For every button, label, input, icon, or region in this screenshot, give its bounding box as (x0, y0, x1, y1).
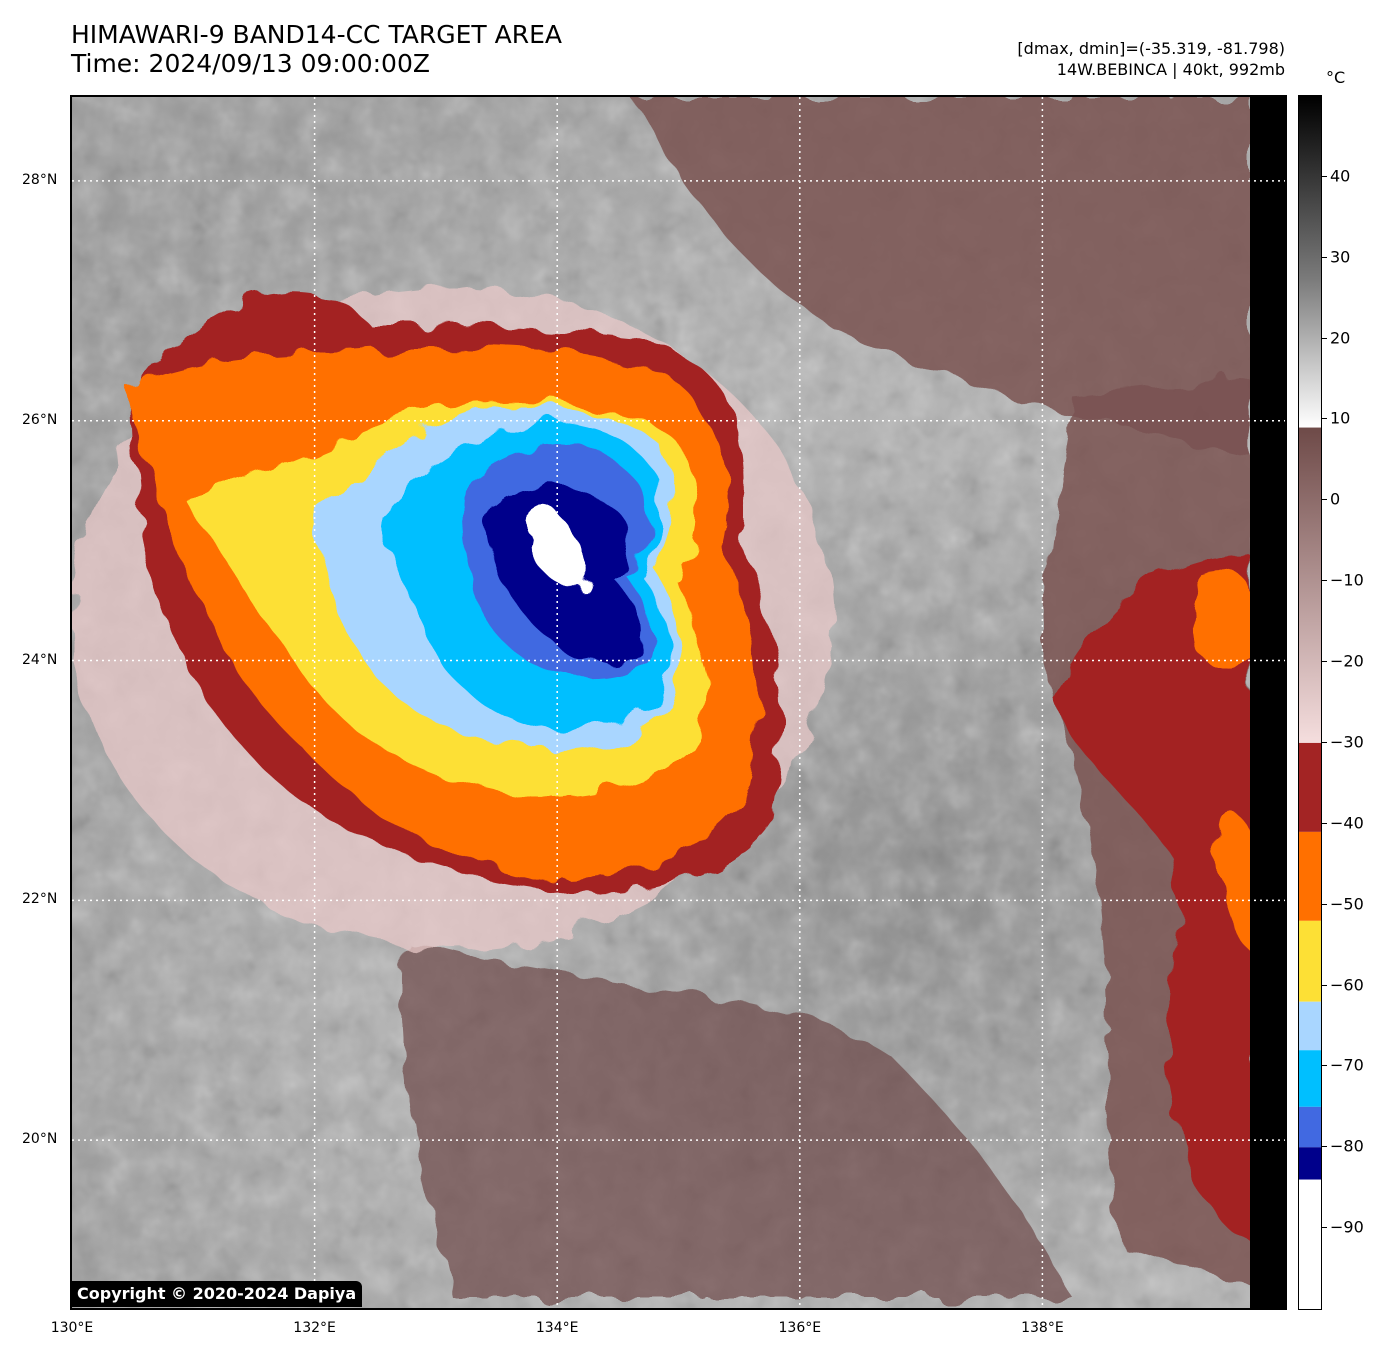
colorbar-tick-label: 0 (1330, 489, 1341, 509)
colorbar-band (1299, 1179, 1321, 1309)
colorbar-band (1299, 1001, 1321, 1051)
colorbar-tickmark (1322, 337, 1327, 339)
figure-title: HIMAWARI-9 BAND14-CC TARGET AREA Time: 2… (71, 20, 562, 78)
lat-label: 22°N (22, 891, 58, 908)
colorbar-tickmark (1322, 661, 1327, 663)
colorbar-band (1299, 427, 1321, 743)
colorbar-tick-label: −50 (1330, 894, 1364, 914)
lon-label: 136°E (778, 1320, 822, 1336)
lon-label: 130°E (50, 1320, 94, 1336)
colorbar-tick-label: 10 (1330, 408, 1351, 428)
colorbar-tick-label: −70 (1330, 1055, 1364, 1075)
colorbar-tick-label: −40 (1330, 813, 1364, 833)
storm-info: [dmax, dmin]=(-35.319, -81.798) 14W.BEBI… (1017, 38, 1285, 80)
info-dmax-dmin: [dmax, dmin]=(-35.319, -81.798) (1017, 39, 1285, 58)
colorbar-tickmark (1322, 822, 1327, 824)
lon-label: 132°E (293, 1320, 336, 1336)
colorbar-tickmark (1322, 256, 1327, 258)
colorbar-unit: °C (1326, 68, 1346, 87)
satellite-image (72, 97, 1285, 1308)
gridlines (72, 97, 1285, 1308)
colorbar-tick-label: −20 (1330, 651, 1364, 671)
storm-white-core (524, 509, 594, 593)
copyright-notice: Copyright © 2020-2024 Dapiya (71, 1281, 363, 1307)
lat-label: 24°N (22, 651, 58, 668)
colorbar-tick-label: −10 (1330, 570, 1364, 590)
colorbar-tickmark (1322, 1227, 1327, 1229)
colorbar-tickmark (1322, 418, 1327, 420)
colorbar-band (1299, 742, 1321, 832)
colorbar-band (1299, 96, 1321, 428)
colorbar-tickmark (1322, 741, 1327, 743)
no-data-right-strip (1250, 97, 1285, 1308)
colorbar-bands (1299, 96, 1321, 1309)
east-convection-orange-2 (1218, 816, 1257, 957)
title-line-2: Time: 2024/09/13 09:00:00Z (71, 49, 430, 78)
east-convection-red (1052, 553, 1257, 1247)
colorbar-scale (1299, 96, 1321, 1309)
lon-label: 134°E (535, 1320, 579, 1336)
lat-label: 28°N (22, 171, 58, 188)
satellite-map (70, 95, 1287, 1310)
info-storm: 14W.BEBINCA | 40kt, 992mb (1056, 60, 1285, 79)
colorbar (1298, 95, 1322, 1310)
east-convection-orange (1189, 573, 1252, 668)
colorbar-tickmark (1322, 1146, 1327, 1148)
colorbar-band (1299, 920, 1321, 1002)
colorbar-tick-label: 20 (1330, 328, 1351, 348)
lon-label: 138°E (1021, 1320, 1064, 1336)
colorbar-tick-label: −30 (1330, 732, 1364, 752)
colorbar-tick-label: −90 (1330, 1217, 1364, 1237)
title-line-1: HIMAWARI-9 BAND14-CC TARGET AREA (71, 20, 563, 49)
colorbar-band (1299, 1147, 1321, 1180)
colorbar-tickmark (1322, 903, 1327, 905)
colorbar-tick-label: −60 (1330, 975, 1364, 995)
colorbar-band (1299, 1106, 1321, 1148)
colorbar-tickmark (1322, 1065, 1327, 1067)
cirrus-brown-north (632, 97, 1252, 457)
lat-label: 20°N (22, 1131, 58, 1148)
colorbar-band (1299, 831, 1321, 921)
colorbar-tickmark (1322, 499, 1327, 501)
colorbar-tick-label: −80 (1330, 1136, 1364, 1156)
colorbar-tick-label: 30 (1330, 247, 1351, 267)
colorbar-tick-label: 40 (1330, 166, 1351, 186)
colorbar-tickmark (1322, 175, 1327, 177)
cirrus-brown-south (400, 937, 1073, 1297)
lat-label: 26°N (22, 411, 58, 428)
colorbar-band (1299, 1050, 1321, 1107)
colorbar-tickmark (1322, 580, 1327, 582)
colorbar-tickmark (1322, 984, 1327, 986)
